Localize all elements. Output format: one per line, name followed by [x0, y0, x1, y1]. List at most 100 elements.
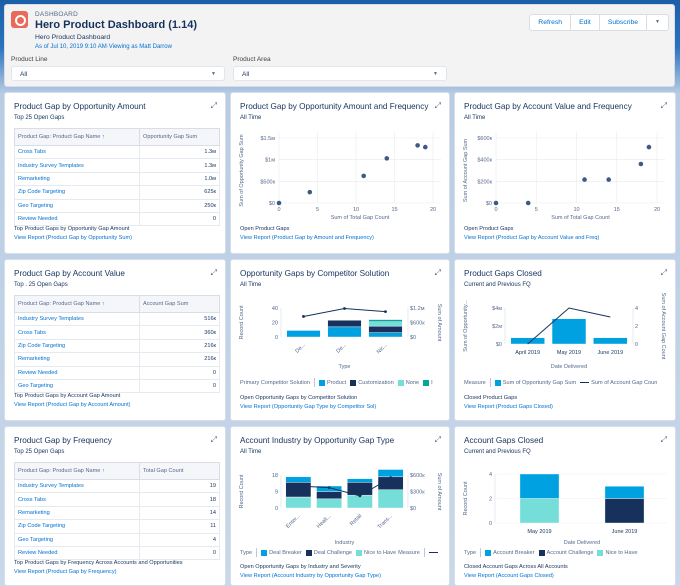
- bar-segment[interactable]: [285, 476, 312, 483]
- legend-item[interactable]: Account Breaker: [493, 549, 535, 556]
- product-gap-name-link[interactable]: Review Needed: [14, 545, 140, 561]
- bar-segment[interactable]: [368, 332, 403, 338]
- view-report-link[interactable]: View Report (Product Gap by Account Valu…: [464, 235, 600, 241]
- legend-item[interactable]: Account Challenge: [546, 549, 594, 556]
- column-header[interactable]: Opportunity Gap Sum: [139, 128, 220, 146]
- bar-segment[interactable]: [316, 491, 342, 500]
- line-point[interactable]: [327, 486, 331, 490]
- legend-item[interactable]: Deal Breaker: [269, 549, 302, 556]
- bar-segment[interactable]: [327, 326, 362, 338]
- legend-item[interactable]: Sum of Account Gap Coun: [591, 379, 658, 386]
- product-gap-name-link[interactable]: Geo Targeting: [14, 532, 140, 547]
- bar-segment[interactable]: [519, 498, 560, 524]
- view-report-link[interactable]: View Report (Product Gaps Closed): [464, 404, 553, 410]
- view-report-link[interactable]: View Report (Product Gap by Frequency): [14, 569, 117, 575]
- bar-segment[interactable]: [316, 498, 342, 509]
- product-area-select[interactable]: All ▼: [233, 66, 447, 81]
- edit-button[interactable]: Edit: [570, 15, 599, 30]
- bar-segment[interactable]: [327, 320, 362, 328]
- bar-segment[interactable]: [368, 319, 403, 322]
- product-gap-name-link[interactable]: Cross Tabs: [14, 492, 140, 507]
- expand-icon[interactable]: ⤢: [434, 101, 441, 110]
- bar-segment[interactable]: [368, 321, 403, 327]
- product-gap-name-link[interactable]: Industry Survey Templates: [14, 158, 140, 173]
- line-series[interactable]: [298, 477, 391, 497]
- expand-icon[interactable]: ⤢: [210, 101, 217, 110]
- data-point[interactable]: [415, 143, 420, 148]
- product-gap-name-link[interactable]: Zip Code Targeting: [14, 519, 140, 534]
- column-header[interactable]: Product Gap: Product Gap Name ↑: [14, 462, 140, 480]
- data-point[interactable]: [525, 200, 531, 206]
- legend-item[interactable]: I: [431, 379, 433, 386]
- column-header[interactable]: Product Gap: Product Gap Name ↑: [14, 295, 140, 313]
- product-gap-name-link[interactable]: Geo Targeting: [14, 198, 140, 213]
- expand-icon[interactable]: ⤢: [210, 435, 217, 444]
- product-gap-name-link[interactable]: Cross Tabs: [14, 144, 140, 160]
- legend-item[interactable]: Nice to Have: [364, 549, 397, 556]
- data-point[interactable]: [307, 189, 313, 195]
- expand-icon[interactable]: ⤢: [660, 435, 667, 444]
- column-header[interactable]: Account Gap Sum: [139, 295, 220, 313]
- bar-segment[interactable]: [377, 469, 404, 478]
- bar-segment[interactable]: [347, 478, 373, 483]
- view-report-link[interactable]: View Report (Opportunity Gap Type by Com…: [240, 404, 377, 410]
- legend-item[interactable]: Nice to Have: [605, 549, 638, 556]
- view-report-link[interactable]: View Report (Product Gap by Account Amou…: [14, 402, 131, 408]
- line-point[interactable]: [343, 307, 346, 310]
- bar-segment[interactable]: [519, 473, 560, 499]
- data-point[interactable]: [582, 177, 587, 182]
- expand-icon[interactable]: ⤢: [660, 268, 667, 277]
- bar-segment[interactable]: [593, 337, 628, 345]
- legend-item[interactable]: Customization: [358, 379, 394, 386]
- bar-segment[interactable]: [286, 330, 321, 338]
- data-point[interactable]: [423, 144, 428, 150]
- more-actions-dropdown[interactable]: ▼: [646, 15, 668, 30]
- data-point[interactable]: [276, 200, 282, 206]
- view-report-link[interactable]: View Report (Product Gap by Amount and F…: [240, 235, 374, 241]
- line-series[interactable]: [527, 307, 611, 345]
- column-header[interactable]: Product Gap: Product Gap Name ↑: [14, 128, 140, 146]
- product-gap-name-link[interactable]: Industry Survey Templates: [14, 478, 140, 494]
- refresh-button[interactable]: Refresh: [538, 19, 563, 26]
- product-gap-name-link[interactable]: Remarketing: [14, 505, 140, 521]
- bar-segment[interactable]: [551, 318, 587, 345]
- legend-item[interactable]: Product: [326, 379, 347, 386]
- bar-segment[interactable]: [510, 337, 545, 345]
- line-point[interactable]: [302, 315, 305, 318]
- view-report-link[interactable]: View Report (Product Gap by Opportunity …: [14, 235, 133, 241]
- bar-segment[interactable]: [368, 325, 403, 333]
- view-report-link[interactable]: View Report (Account Gaps Closed): [464, 573, 554, 579]
- legend-item[interactable]: Sum of Opportunity Gap Sum: [502, 379, 577, 386]
- expand-icon[interactable]: ⤢: [210, 268, 217, 277]
- expand-icon[interactable]: ⤢: [434, 268, 441, 277]
- product-gap-name-link[interactable]: Geo Targeting: [14, 378, 140, 394]
- line-point[interactable]: [296, 484, 300, 488]
- view-report-link[interactable]: View Report (Account Industry by Opportu…: [240, 573, 381, 579]
- legend-item[interactable]: Deal Challenge: [313, 549, 353, 556]
- product-gap-name-link[interactable]: Review Needed: [14, 365, 140, 380]
- line-point[interactable]: [358, 494, 362, 498]
- product-gap-name-link[interactable]: Cross Tabs: [14, 325, 140, 340]
- legend-item[interactable]: None: [405, 379, 420, 386]
- data-point[interactable]: [606, 177, 611, 182]
- subscribe-button[interactable]: Subscribe: [598, 15, 646, 30]
- product-gap-name-link[interactable]: Zip Code Targeting: [14, 185, 140, 200]
- data-point[interactable]: [646, 144, 652, 150]
- product-gap-name-link[interactable]: Zip Code Targeting: [14, 338, 140, 354]
- product-line-select[interactable]: All ▼: [11, 66, 225, 81]
- expand-icon[interactable]: ⤢: [434, 435, 441, 444]
- bar-segment[interactable]: [377, 489, 404, 509]
- bar-segment[interactable]: [285, 496, 312, 509]
- data-point[interactable]: [493, 200, 499, 206]
- column-header[interactable]: Total Gap Count: [139, 462, 220, 480]
- data-point[interactable]: [384, 156, 390, 161]
- line-point[interactable]: [384, 310, 387, 314]
- data-point[interactable]: [361, 173, 366, 179]
- line-point[interactable]: [389, 476, 393, 480]
- bar-segment[interactable]: [604, 498, 645, 524]
- data-point[interactable]: [638, 161, 644, 167]
- bar-segment[interactable]: [604, 486, 645, 499]
- product-gap-name-link[interactable]: Industry Survey Templates: [14, 311, 140, 327]
- bar-segment[interactable]: [285, 482, 312, 498]
- expand-icon[interactable]: ⤢: [660, 101, 667, 110]
